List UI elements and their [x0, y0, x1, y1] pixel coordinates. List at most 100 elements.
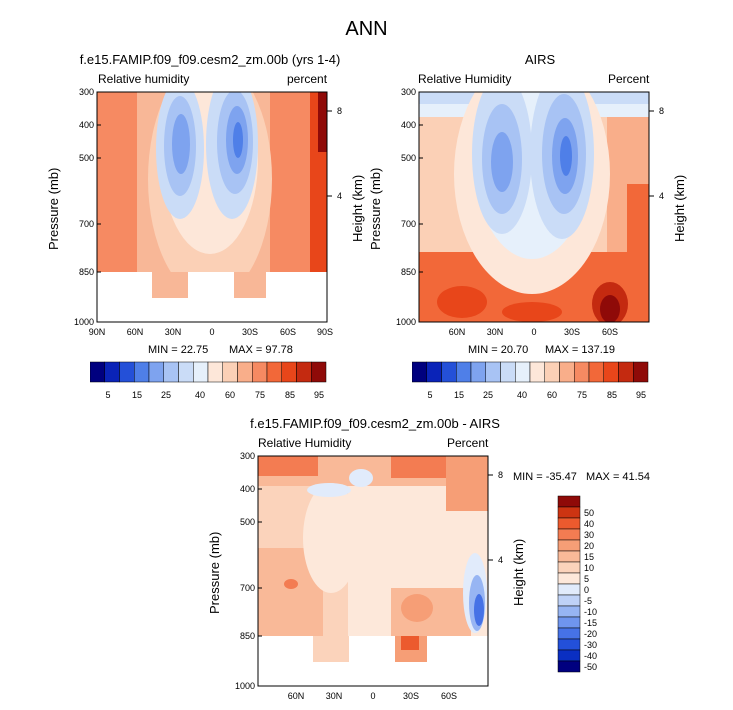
panel-diff-field [258, 456, 488, 686]
panel-obs-variable-label: Relative Humidity [418, 72, 512, 86]
colorbar-swatch [633, 361, 649, 383]
y-tick-label: 1000 [396, 317, 416, 327]
colorbar-swatch [426, 361, 442, 383]
colorbar-label: -10 [584, 607, 597, 617]
colorbar-swatch [237, 361, 253, 383]
y-tick-label: 1000 [235, 681, 255, 691]
x-tick-label: 30N [487, 327, 504, 337]
colorbar-swatch [544, 361, 560, 383]
y-tick-label: 850 [79, 267, 94, 277]
panel-model-min: MIN = 22.75 [148, 344, 209, 356]
panel-obs-colorbar: 5 15 25 40 60 75 85 95 [412, 361, 649, 400]
colorbar-label: -5 [584, 596, 592, 606]
height-tick-label: 4 [498, 555, 503, 565]
colorbar-swatch [119, 361, 135, 383]
x-tick-label: 0 [209, 327, 214, 337]
colorbar-label: 25 [483, 390, 493, 400]
panel-diff-title: f.e15.FAMIP.f09_f09.cesm2_zm.00b - AIRS [250, 416, 500, 431]
panel-diff-units-label: Percent [447, 436, 489, 450]
colorbar-swatch [222, 361, 238, 383]
panel-model-max: MAX = 97.78 [229, 344, 293, 356]
panel-diff-plot: 300 400 500 700 850 1000 8 4 60N 30N 0 3… [235, 451, 503, 701]
colorbar-label: -50 [584, 662, 597, 672]
x-tick-label: 30S [403, 691, 419, 701]
colorbar-swatch [296, 361, 312, 383]
y-tick-label: 500 [240, 517, 255, 527]
colorbar-swatch [163, 361, 179, 383]
height-tick-label: 8 [337, 106, 342, 116]
panel-obs-field [419, 92, 649, 322]
height-tick-label: 8 [659, 106, 664, 116]
colorbar-swatch [557, 660, 581, 673]
panel-obs-plot: 300 400 500 700 850 1000 8 4 60N 30N 0 3… [396, 87, 664, 337]
x-tick-label: 60N [127, 327, 144, 337]
height-tick-label: 8 [498, 470, 503, 480]
colorbar-swatch [485, 361, 501, 383]
colorbar-swatch [557, 594, 581, 607]
colorbar-swatch [456, 361, 472, 383]
y-tick-label: 500 [401, 153, 416, 163]
colorbar-label: 95 [636, 390, 646, 400]
colorbar-swatch [266, 361, 282, 383]
panel-obs-height-ticks: 8 4 [649, 106, 664, 201]
panel-model-y-ticks: 300 400 500 700 850 1000 [74, 87, 101, 327]
colorbar-label: 50 [584, 508, 594, 518]
colorbar-label: 60 [547, 390, 557, 400]
colorbar-swatch [588, 361, 604, 383]
colorbar-label: 15 [584, 552, 594, 562]
panel-diff-y-ticks: 300 400 500 700 850 1000 [235, 451, 262, 691]
colorbar-swatch [557, 550, 581, 563]
panel-model-units-label: percent [287, 72, 328, 86]
y-tick-label: 850 [240, 631, 255, 641]
colorbar-swatch [557, 649, 581, 662]
colorbar-label: 25 [161, 390, 171, 400]
x-tick-label: 60N [449, 327, 466, 337]
colorbar-swatch [603, 361, 619, 383]
x-tick-label: 30S [242, 327, 258, 337]
colorbar-swatch [441, 361, 457, 383]
panel-model-field [97, 92, 327, 322]
colorbar-swatches [412, 361, 649, 383]
colorbar-label: 5 [584, 574, 589, 584]
colorbar-swatch [557, 528, 581, 541]
colorbar-label: 40 [195, 390, 205, 400]
x-tick-label: 30S [564, 327, 580, 337]
x-tick-label: 60S [441, 691, 457, 701]
y-tick-label: 700 [401, 219, 416, 229]
y-tick-label: 700 [240, 583, 255, 593]
x-tick-label: 0 [531, 327, 536, 337]
colorbar-swatch [470, 361, 486, 383]
x-tick-label: 60S [602, 327, 618, 337]
panel-diff-x-ticks: 60N 30N 0 30S 60S [288, 691, 457, 701]
panel-diff-variable-label: Relative Humidity [258, 436, 352, 450]
panel-model-plot: 300 400 500 700 850 1000 8 4 90N 60N 30N… [74, 87, 342, 337]
panel-obs-title: AIRS [524, 52, 556, 67]
panel-model-variable-label: Relative humidity [98, 72, 190, 86]
colorbar-swatch [618, 361, 634, 383]
x-tick-label: 60N [288, 691, 305, 701]
colorbar-swatch [311, 361, 327, 383]
colorbar-swatch [557, 605, 581, 618]
panel-diff-ylabel: Pressure (mb) [207, 531, 222, 614]
x-tick-label: 90N [89, 327, 106, 337]
x-tick-label: 30N [326, 691, 343, 701]
y-tick-label: 500 [79, 153, 94, 163]
colorbar-swatches [557, 495, 581, 673]
height-tick-label: 4 [659, 191, 664, 201]
colorbar-label: 15 [132, 390, 142, 400]
colorbar-swatch [557, 495, 581, 508]
colorbar-swatch [529, 361, 545, 383]
colorbar-swatch [193, 361, 209, 383]
y-tick-label: 300 [79, 87, 94, 97]
y-tick-label: 300 [401, 87, 416, 97]
panel-obs-units-label: Percent [608, 72, 650, 86]
colorbar-label: -20 [584, 629, 597, 639]
y-tick-label: 400 [401, 120, 416, 130]
colorbar-label: 5 [427, 390, 432, 400]
colorbar-label: -15 [584, 618, 597, 628]
colorbar-label: 40 [584, 519, 594, 529]
panel-obs-min: MIN = 20.70 [468, 344, 529, 356]
y-tick-label: 1000 [74, 317, 94, 327]
colorbar-label: 60 [225, 390, 235, 400]
colorbar-label: 95 [314, 390, 324, 400]
